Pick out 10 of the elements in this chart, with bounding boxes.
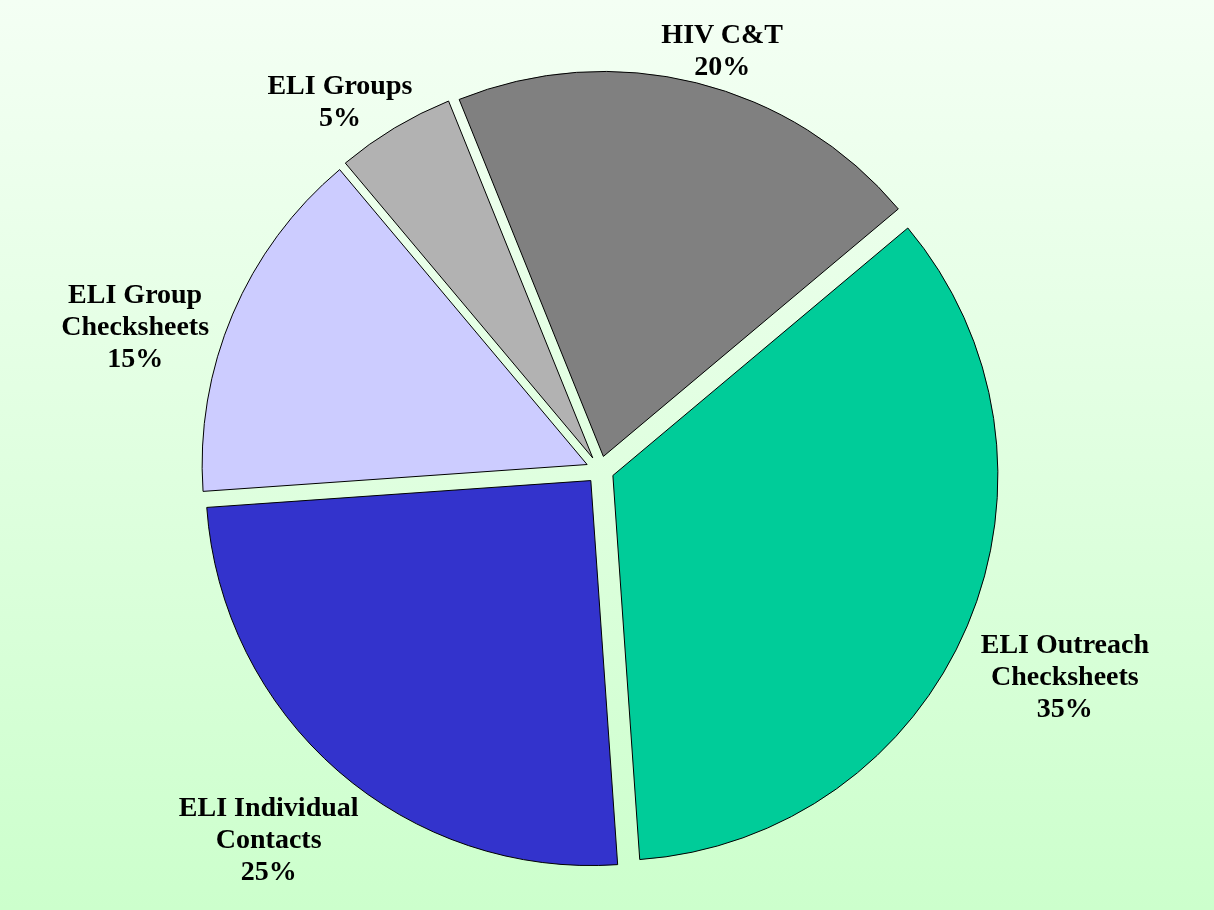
data-label: 25%: [240, 855, 297, 887]
slice-label: ELI Group Checksheets: [61, 277, 210, 341]
slice-label: ELI Individual Contacts: [178, 791, 359, 855]
data-label: 35%: [1036, 692, 1093, 724]
data-label: 15%: [107, 341, 164, 373]
slice-label: HIV C&T: [661, 18, 784, 50]
slice-label: ELI Outreach Checksheets: [980, 628, 1150, 692]
data-label: 20%: [694, 50, 751, 82]
data-label: 5%: [318, 100, 361, 132]
slice-label: ELI Groups: [267, 68, 413, 100]
